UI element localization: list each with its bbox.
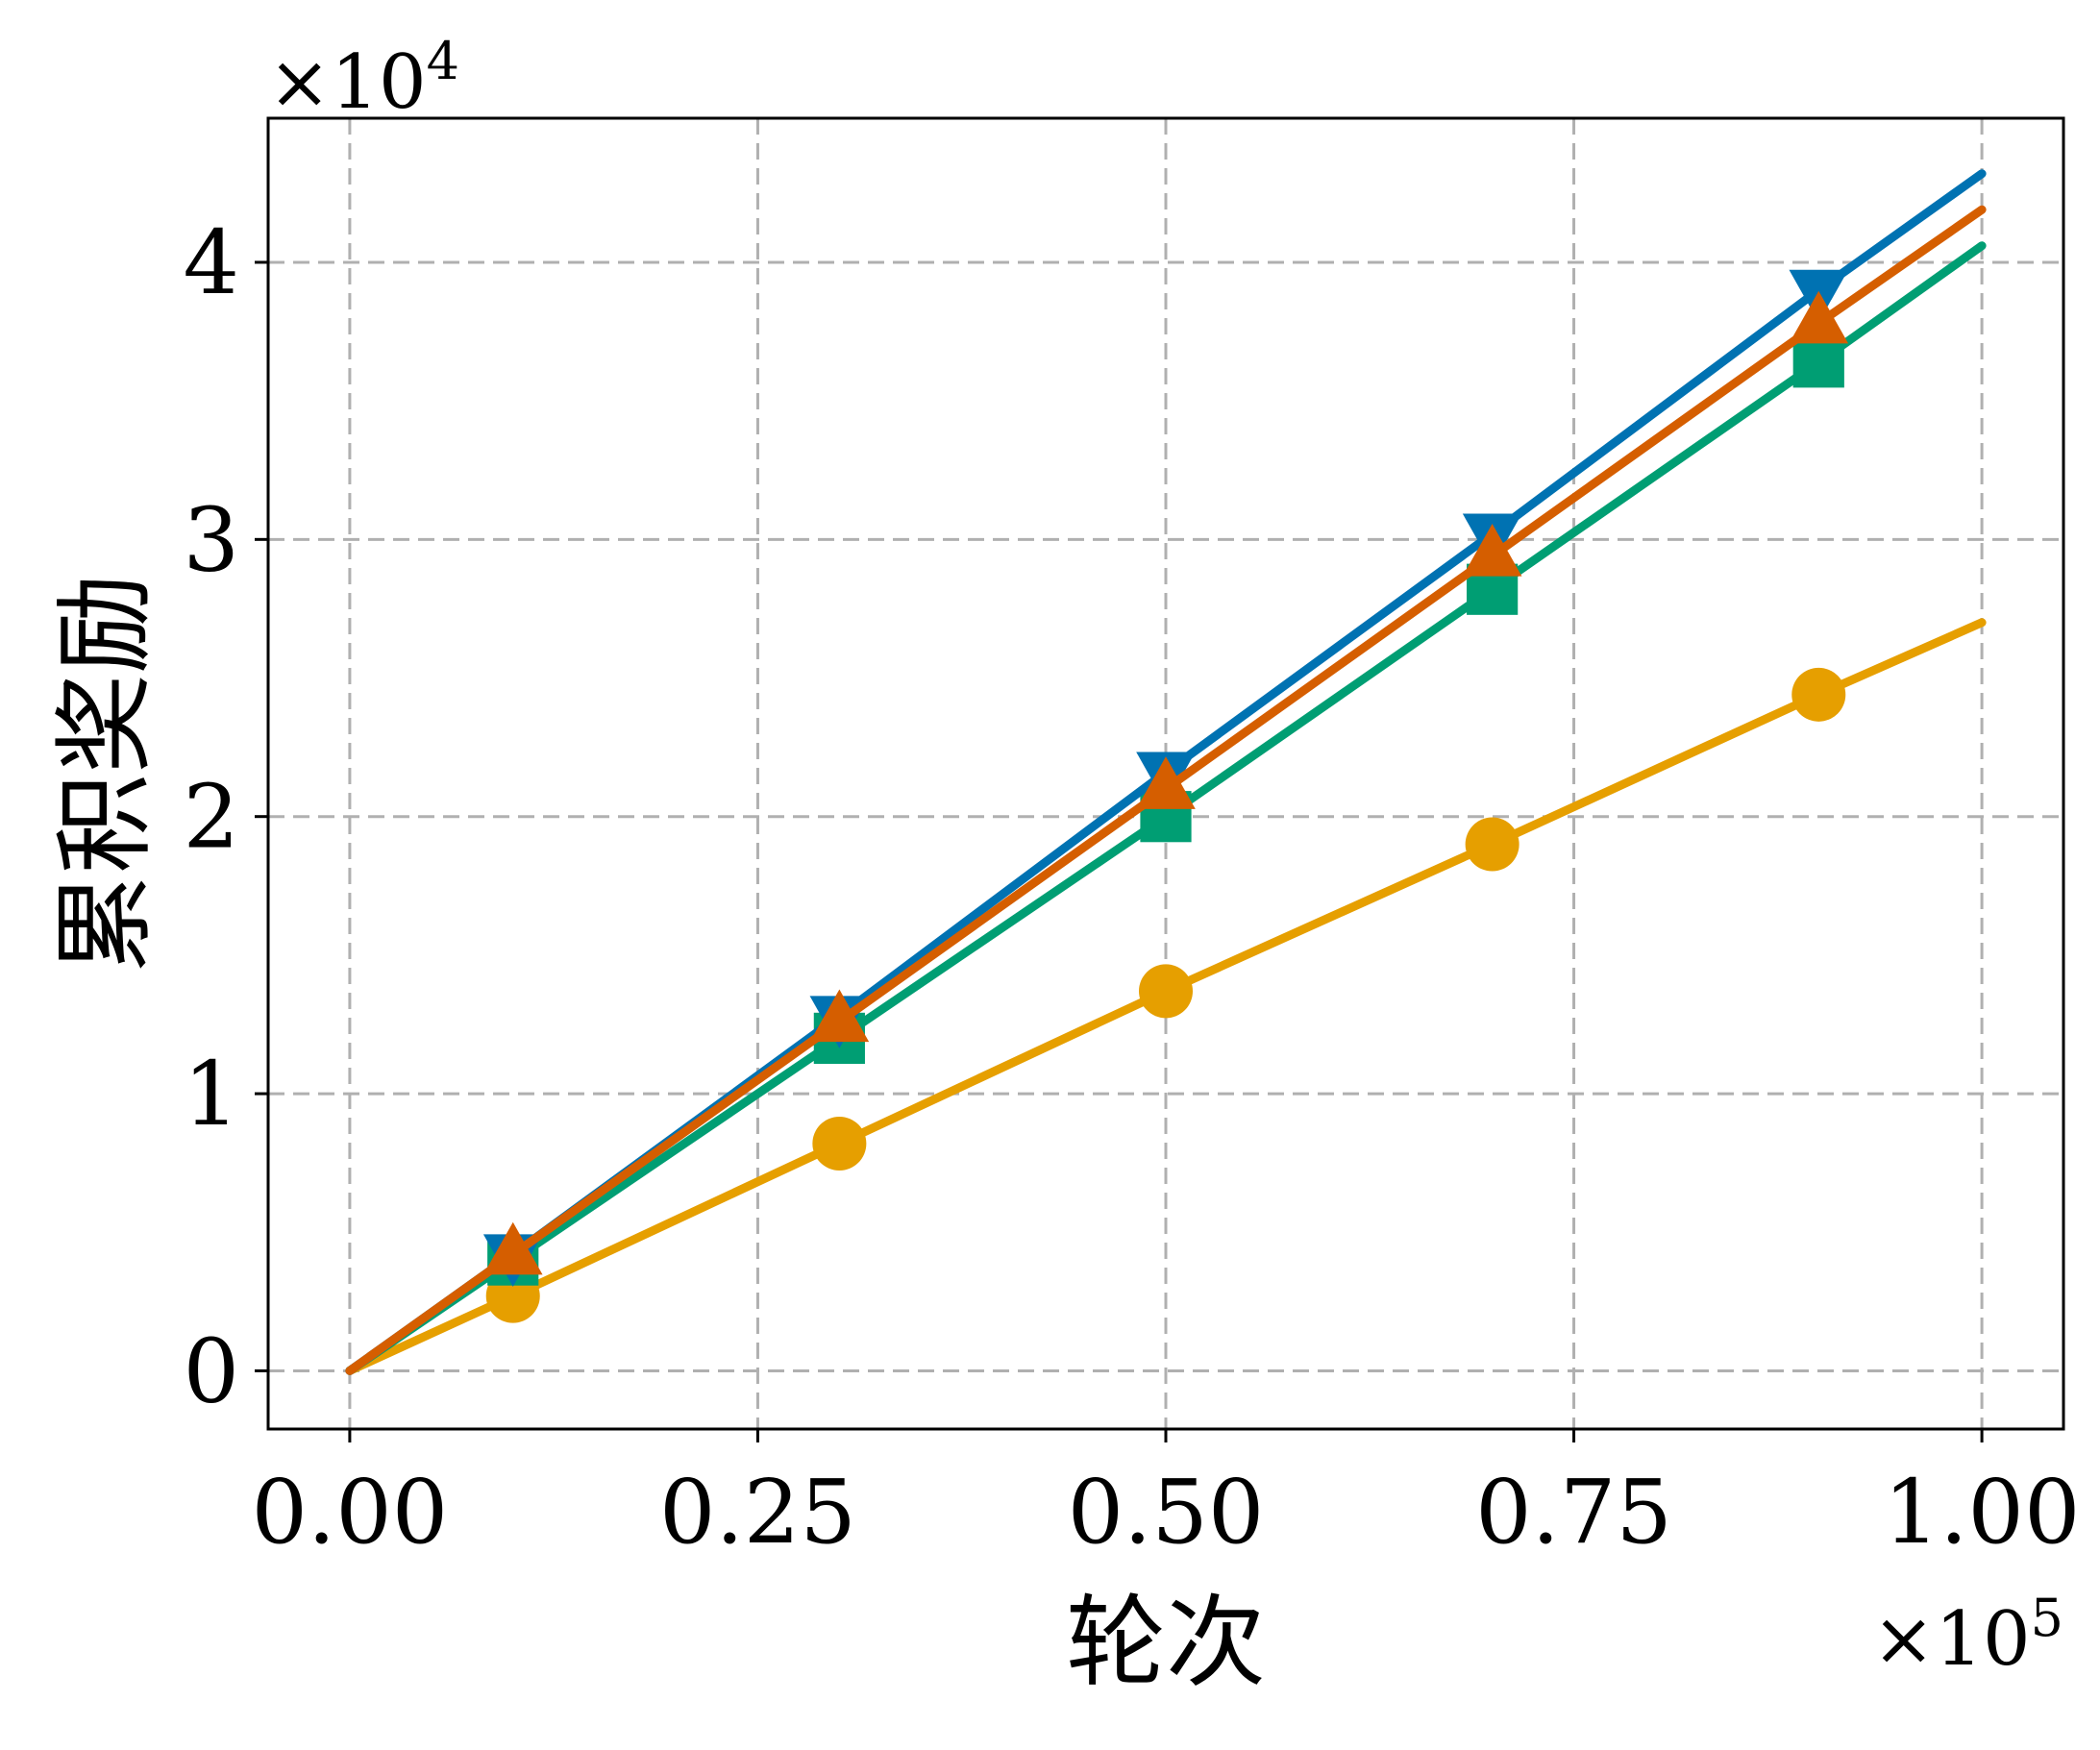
y-tick-label: 0 (183, 1319, 239, 1422)
y-tick-label: 3 (183, 488, 239, 591)
circle-marker (812, 1116, 867, 1171)
y-tick-label: 1 (183, 1043, 239, 1146)
triangle-up-marker (809, 989, 870, 1043)
axis-ticks: 0.00 0.25 0.50 0.75 1.00 0 1 2 3 4 (183, 211, 2080, 1564)
triangle-up-marker (1462, 524, 1522, 577)
triangle-up-marker (1789, 290, 1849, 344)
triangle-up-marker (482, 1221, 543, 1275)
square-marker (1792, 336, 1844, 388)
circle-marker (1465, 817, 1519, 872)
circle-marker (1791, 667, 1846, 722)
triangle-up-marker (1136, 756, 1196, 809)
circle-marker (1139, 964, 1193, 1019)
x-tick-label: 0.25 (659, 1461, 856, 1564)
y-tick-label: 4 (183, 211, 239, 314)
y-axis-label: 累积奖励 (46, 574, 163, 974)
x-multiplier-exponent: 5 (2031, 1588, 2063, 1648)
x-tick-label: 1.00 (1884, 1461, 2081, 1564)
x-multiplier-base: ×10 (1872, 1596, 2031, 1683)
y-tick-label: 2 (183, 766, 239, 869)
series-triangle-up (345, 205, 1987, 1375)
y-multiplier-exponent: 4 (427, 31, 459, 91)
x-axis-multiplier: ×105 (1872, 1588, 2063, 1683)
y-axis-multiplier: ×104 (268, 31, 459, 126)
y-multiplier-base: ×10 (268, 39, 427, 126)
x-tick-label: 0.75 (1475, 1461, 1672, 1564)
x-axis-label: 轮次 (1066, 1584, 1266, 1701)
series-circle (345, 618, 1987, 1375)
x-tick-label: 0.50 (1068, 1461, 1265, 1564)
x-tick-label: 0.00 (251, 1461, 448, 1564)
series-group (345, 169, 1987, 1375)
